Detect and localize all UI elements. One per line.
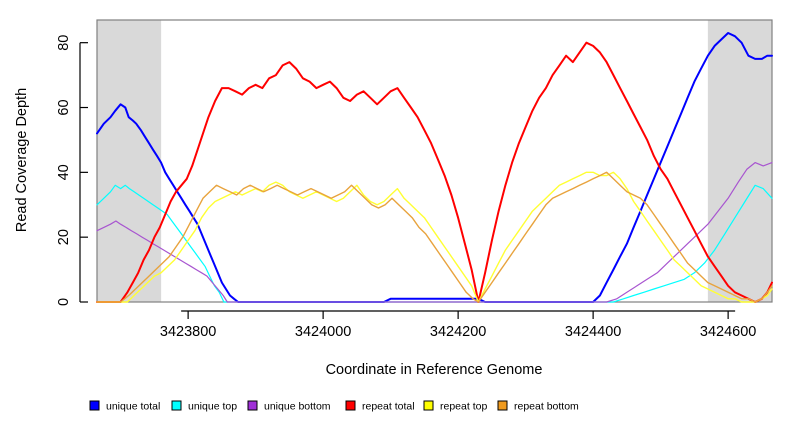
series-unique-bottom <box>96 162 773 303</box>
legend-label: repeat total <box>362 401 415 413</box>
y-tick-label: 0 <box>56 298 72 306</box>
y-tick-label: 40 <box>56 164 72 180</box>
shaded-region-left-flank <box>97 20 162 302</box>
legend: unique total unique top unique bottom repea… <box>89 400 579 413</box>
legend-label: unique top <box>188 401 237 413</box>
series-unique-top <box>96 184 773 303</box>
legend-label: unique bottom <box>264 401 331 413</box>
legend-item-repeat-total[interactable]: repeat total <box>345 400 415 413</box>
legend-swatch-unique-total <box>89 400 100 411</box>
legend-swatch-repeat-top <box>423 400 434 411</box>
x-axis-title: Coordinate in Reference Genome <box>326 362 543 378</box>
legend-item-unique-bottom[interactable]: unique bottom <box>247 400 331 413</box>
shaded-region-right-flank <box>707 20 772 302</box>
series-unique-total <box>96 32 773 303</box>
series-repeat-total <box>96 41 773 303</box>
series-repeat-top <box>96 171 773 303</box>
legend-swatch-unique-top <box>171 400 182 411</box>
y-tick-label: 80 <box>56 35 72 51</box>
legend-swatch-repeat-total <box>345 400 356 411</box>
legend-label: unique total <box>106 401 160 413</box>
legend-label: repeat top <box>440 401 487 413</box>
legend-label: repeat bottom <box>514 401 579 413</box>
legend-item-unique-top[interactable]: unique top <box>171 400 237 413</box>
legend-item-repeat-top[interactable]: repeat top <box>423 400 487 413</box>
legend-item-unique-total[interactable]: unique total <box>89 400 160 413</box>
y-axis: 0 20 40 60 80 <box>56 35 88 306</box>
series-repeat-bottom <box>96 171 773 303</box>
x-tick-label: 3424400 <box>565 324 621 340</box>
x-tick-label: 3424000 <box>295 324 351 340</box>
shaded-regions <box>97 20 772 302</box>
legend-swatch-repeat-bottom <box>497 400 508 411</box>
y-axis-title: Read Coverage Depth <box>14 88 30 232</box>
x-tick-label: 3423800 <box>160 324 216 340</box>
y-tick-label: 60 <box>56 99 72 115</box>
legend-item-repeat-bottom[interactable]: repeat bottom <box>497 400 579 413</box>
x-tick-label: 3424200 <box>430 324 486 340</box>
data-series-group <box>96 32 773 303</box>
legend-swatch-unique-bottom <box>247 400 258 411</box>
x-tick-label: 3424600 <box>700 324 756 340</box>
y-tick-label: 20 <box>56 229 72 245</box>
x-axis: 3423800 3424000 3424200 3424400 3424600 <box>160 310 756 340</box>
